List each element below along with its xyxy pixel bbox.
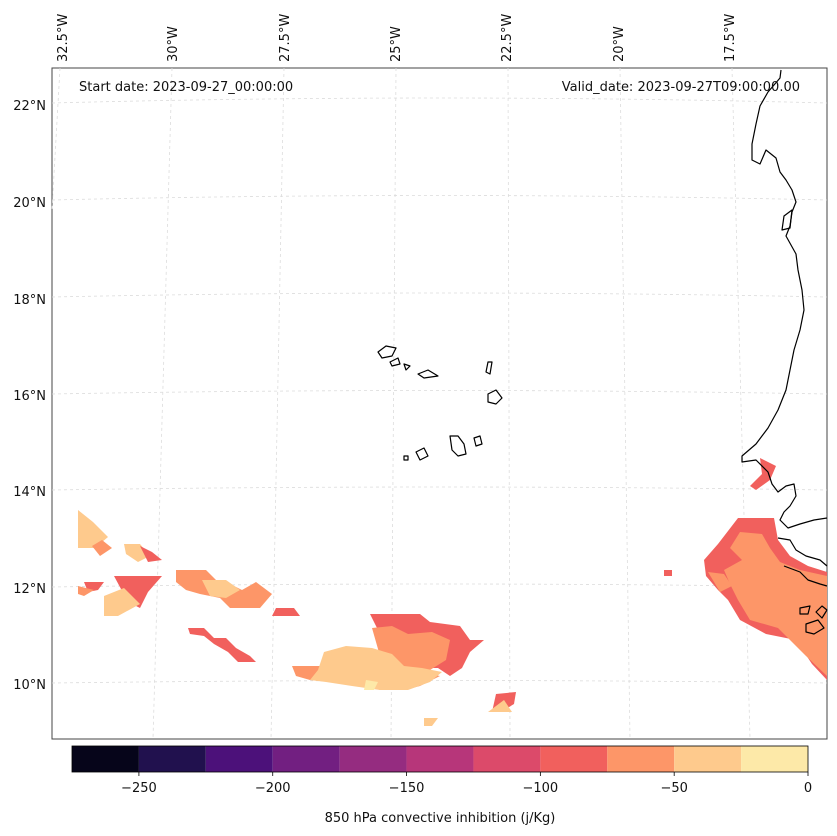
start-date-label: Start date: 2023-09-27_00:00:00 [79,80,293,95]
colorbar-swatches [72,746,808,772]
cin-patch [750,458,776,490]
colorbar-swatch-3 [272,746,340,772]
brava-island [403,455,409,461]
lat-gridline-22n [51,97,828,104]
lat-gridline-18n [51,292,828,298]
lon-label: 30°W [166,26,181,62]
colorbar-swatch-8 [607,746,675,772]
santo-antao-island [377,345,397,359]
graticule [51,67,828,740]
boa-vista-island [487,389,503,405]
cin-patch [724,532,827,676]
colorbar-tick-label: −150 [389,781,425,796]
cin-patch [364,680,378,690]
island [805,619,825,635]
lon-label: 27.5°W [278,14,293,62]
lat-label: 18°N [13,293,46,308]
cin-patch [188,628,256,662]
cin-patch [664,570,672,576]
cin-patch [104,588,140,616]
colorbar-tick-label: −250 [121,781,157,796]
lat-label: 14°N [13,485,46,500]
lat-label: 12°N [13,582,46,597]
colorbar-tick-label: −50 [660,781,687,796]
lon-gridline-20w [619,67,631,740]
lat-label: 22°N [13,99,46,114]
santiago-island [449,435,467,457]
lon-gridline-30w [152,67,173,740]
island [799,605,811,615]
lon-gridline-17-5w [731,67,751,740]
santa-luzia-island [403,363,411,371]
sao-nicolau-island [417,369,439,379]
lat-label: 20°N [13,196,46,211]
colorbar-title: 850 hPa convective inhibition (j/Kg) [325,811,556,826]
lat-axis-labels: 22°N 20°N 18°N 16°N 14°N 12°N 10°N [13,99,46,693]
colorbar-frame [71,745,809,773]
cin-contours [78,458,827,726]
cin-patch [78,586,94,596]
lat-gridline-20n [51,195,828,201]
colorbar-swatch-1 [138,746,206,772]
lat-label: 10°N [13,678,46,693]
cin-patch [140,546,162,562]
map-panel: Start date: 2023-09-27_00:00:00 Valid_da… [51,67,828,740]
lon-gridline-27-5w [270,67,285,740]
cin-patch [92,540,112,556]
colorbar-swatch-2 [205,746,273,772]
cin-patch [310,646,442,690]
lon-label: 32.5°W [56,14,71,62]
lon-axis-labels: 32.5°W 30°W 27.5°W 25°W 22.5°W 20°W 17.5… [56,14,738,62]
cin-patch [78,510,108,548]
lon-label: 20°W [612,26,627,62]
cin-patch [114,576,162,608]
colorbar-swatch-9 [674,746,742,772]
island [781,209,793,231]
africa-coast [741,69,828,529]
lat-gridline-10n [51,680,828,684]
colorbar-swatch-4 [339,746,407,772]
lat-label: 16°N [13,389,46,404]
valid-date-label: Valid_date: 2023-09-27T09:00:00.00 [562,80,800,95]
colorbar-tick-label: −100 [523,781,559,796]
colorbar-swatch-5 [406,746,474,772]
cin-patch [272,608,300,616]
lon-gridline-22-5w [507,67,511,740]
cin-patch [424,718,438,726]
lat-gridline-12n [51,583,828,588]
colorbar-swatch-0 [72,746,139,772]
lon-label: 25°W [389,26,404,62]
coastlines [377,69,828,635]
colorbar-swatch-6 [473,746,541,772]
colorbar-tick-label: 0 [804,781,812,796]
colorbar-swatch-10 [741,746,808,772]
maio-island [473,435,483,447]
bijagos-coast [777,537,828,567]
lon-label: 17.5°W [723,14,738,62]
cin-patch [488,700,512,712]
lon-label: 22.5°W [500,14,515,62]
colorbar-swatch-7 [540,746,608,772]
colorbar-tick-label: −200 [255,781,291,796]
fogo-island [415,447,429,461]
sal-island [485,361,493,375]
lat-gridline-14n [51,486,828,491]
colorbar: −250 −200 −150 −100 −50 0 850 hPa convective … [71,745,812,826]
cin-patch [708,572,732,592]
island [815,605,828,619]
cin-patch [202,580,240,598]
sao-vicente-island [389,357,401,367]
coast-guinea [783,565,828,587]
colorbar-ticks: −250 −200 −150 −100 −50 0 [121,772,812,796]
